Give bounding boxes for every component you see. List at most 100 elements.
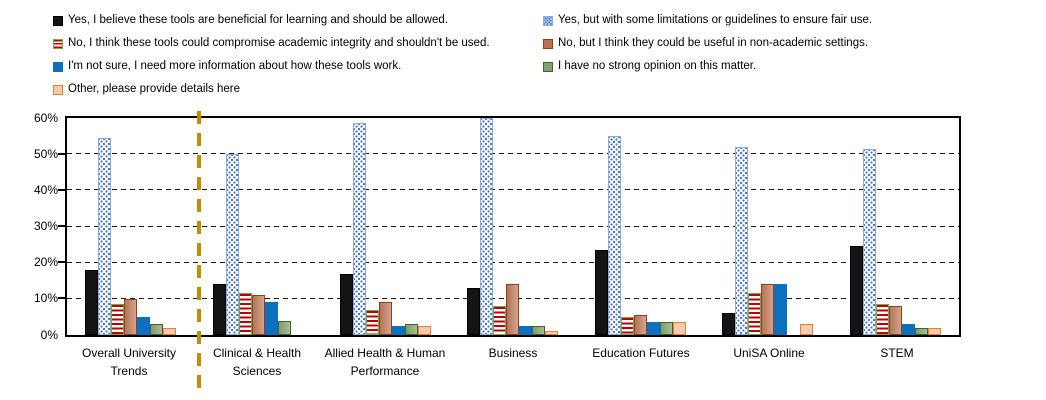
bar-other <box>163 327 177 335</box>
bar-not-sure <box>646 322 660 335</box>
legend-swatch-yes-with-limitations-icon <box>543 15 553 26</box>
y-axis-tick-mark <box>58 225 65 228</box>
plot-area <box>65 116 961 337</box>
y-axis-tick-label: 40% <box>33 183 58 198</box>
legend-swatch-yes-beneficial-icon <box>53 15 63 26</box>
bar-yes-with-limitations <box>607 136 621 335</box>
bar-yes-beneficial <box>340 273 354 335</box>
bar-no-but-useful <box>506 284 520 335</box>
legend-item-label: I have no strong opinion on this matter. <box>558 59 757 72</box>
bar-no-strong-opinion <box>532 325 546 335</box>
bar-no-strong-opinion <box>659 322 673 335</box>
y-axis-tick-label: 20% <box>33 255 58 270</box>
legend-swatch-no-integrity-risk-icon <box>53 38 63 49</box>
bar-yes-with-limitations <box>480 118 494 335</box>
gridline-40pct <box>67 189 959 191</box>
x-axis-category-label-business: Business <box>488 346 538 360</box>
x-axis-category-label-stem: STEM <box>880 346 914 360</box>
bar-other <box>927 327 941 335</box>
bar-no-strong-opinion <box>150 324 164 335</box>
legend-item-no-strong-opinion: I have no strong opinion on this matter. <box>543 55 872 78</box>
bar-yes-beneficial <box>594 250 608 335</box>
y-axis-tick-label: 10% <box>33 291 58 306</box>
overall-divider-line <box>197 111 201 394</box>
legend-swatch-no-but-useful-icon <box>543 38 553 49</box>
bar-no-integrity-risk <box>366 309 380 335</box>
legend-item-not-sure: I'm not sure, I need more information ab… <box>53 55 490 78</box>
bar-no-integrity-risk <box>493 306 507 335</box>
x-axis-category-label-overall-university-trends: Overall University Trends <box>81 346 177 378</box>
bar-no-integrity-risk <box>875 304 889 335</box>
bar-not-sure <box>264 302 278 335</box>
bar-group-allied-health-human-performance <box>322 118 449 335</box>
legend-item-label: No, I think these tools could compromise… <box>68 36 490 49</box>
y-axis-tick-mark <box>58 189 65 192</box>
x-axis-category-label-education-futures: Education Futures <box>592 346 690 360</box>
y-axis-tick-mark <box>58 297 65 300</box>
y-axis-tick-label: 60% <box>33 111 58 125</box>
gridline-20pct <box>67 261 959 263</box>
y-axis-tick-mark <box>58 153 65 156</box>
legend-item-label: Other, please provide details here <box>68 82 240 95</box>
y-axis-tick-mark <box>58 261 65 264</box>
bar-no-but-useful <box>124 298 138 335</box>
bar-no-but-useful <box>633 315 647 335</box>
bar-not-sure <box>392 325 406 335</box>
bar-other <box>418 325 432 335</box>
bar-group-overall-university-trends <box>67 118 194 335</box>
bar-no-strong-opinion <box>914 327 928 335</box>
bar-not-sure <box>774 284 788 335</box>
x-axis-category-label-allied-health-human-performance: Allied Health & Human Performance <box>324 346 446 378</box>
bar-no-integrity-risk <box>111 304 125 335</box>
legend-item-yes-with-limitations: Yes, but with some limitations or guidel… <box>543 9 872 32</box>
bar-group-education-futures <box>577 118 704 335</box>
bar-yes-with-limitations <box>862 148 876 335</box>
bar-yes-with-limitations <box>98 137 112 335</box>
bar-yes-with-limitations <box>225 154 239 335</box>
bar-other <box>800 324 814 335</box>
legend-swatch-no-strong-opinion-icon <box>543 61 553 72</box>
bar-no-but-useful <box>379 302 393 335</box>
x-axis-category-label-clinical-health-sciences: Clinical & Health Sciences <box>212 346 302 378</box>
y-axis-tick-label: 50% <box>33 147 58 162</box>
legend-item-label: No, but I think they could be useful in … <box>558 36 869 49</box>
bar-not-sure <box>519 325 533 335</box>
legend-swatch-not-sure-icon <box>53 61 63 72</box>
bar-no-integrity-risk <box>620 316 634 335</box>
x-axis-category-label-unisa-online: UniSA Online <box>733 346 805 360</box>
bar-not-sure <box>137 316 151 335</box>
gridline-30pct <box>67 225 959 227</box>
legend-item-other: Other, please provide details here <box>53 78 490 101</box>
bar-group-unisa-online <box>704 118 831 335</box>
legend-item-no-integrity-risk: No, I think these tools could compromise… <box>53 32 490 55</box>
bar-group-stem <box>832 118 959 335</box>
bar-yes-beneficial <box>849 246 863 335</box>
gridline-50pct <box>67 153 959 155</box>
bar-no-integrity-risk <box>748 293 762 335</box>
bar-no-but-useful <box>251 295 265 335</box>
legend-swatch-other-icon <box>53 84 63 95</box>
y-axis-tick-label: 30% <box>33 219 58 234</box>
bar-other <box>545 331 559 335</box>
bar-group-clinical-health-sciences <box>194 118 321 335</box>
legend-column-left: Yes, I believe these tools are beneficia… <box>53 9 490 101</box>
legend-item-no-but-useful: No, but I think they could be useful in … <box>543 32 872 55</box>
bar-yes-beneficial <box>212 284 226 335</box>
bar-no-integrity-risk <box>238 293 252 335</box>
y-axis-tick-label: 0% <box>40 327 58 342</box>
legend-item-label: Yes, but with some limitations or guidel… <box>558 13 873 26</box>
bar-yes-beneficial <box>85 269 99 335</box>
bar-no-strong-opinion <box>277 320 291 335</box>
bar-yes-beneficial <box>722 313 736 335</box>
bar-no-but-useful <box>888 306 902 335</box>
legend-item-yes-beneficial: Yes, I believe these tools are beneficia… <box>53 9 490 32</box>
bar-yes-beneficial <box>467 287 481 335</box>
legend-column-right: Yes, but with some limitations or guidel… <box>543 9 872 78</box>
bar-group-business <box>449 118 576 335</box>
legend-item-label: Yes, I believe these tools are beneficia… <box>68 13 448 26</box>
bar-no-but-useful <box>761 284 775 335</box>
legend-item-label: I'm not sure, I need more information ab… <box>68 59 402 72</box>
bar-not-sure <box>901 324 915 335</box>
bar-yes-with-limitations <box>353 123 367 335</box>
